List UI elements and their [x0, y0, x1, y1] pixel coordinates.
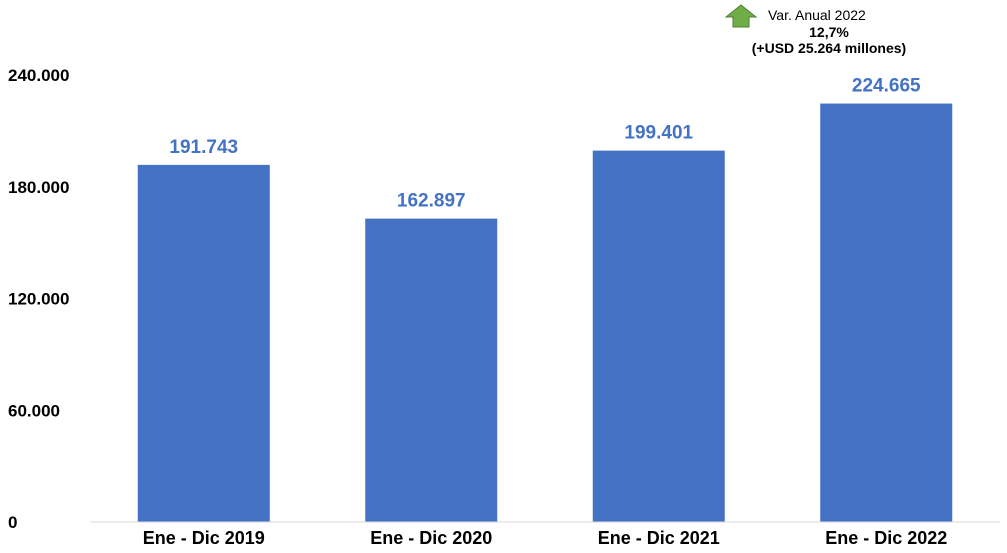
bar-value-label: 199.401: [624, 123, 693, 144]
annotation-title: Var. Anual 2022: [768, 7, 866, 23]
x-category-label: Ene - Dic 2021: [598, 528, 720, 548]
bar: [365, 218, 498, 522]
bar-value-label: 224.665: [852, 76, 921, 97]
bar: [592, 150, 725, 522]
bar-value-label: 162.897: [397, 191, 466, 212]
y-tick-label: 120.000: [8, 290, 69, 309]
bar: [820, 103, 953, 523]
x-category-label: Ene - Dic 2020: [370, 528, 492, 548]
x-category-label: Ene - Dic 2022: [825, 528, 947, 548]
annual-variation-annotation: Var. Anual 2022 12,7% (+USD 25.264 millo…: [724, 4, 906, 56]
x-category-label: Ene - Dic 2019: [143, 528, 265, 548]
y-tick-label: 0: [8, 513, 17, 532]
bar-value-label: 191.743: [169, 137, 238, 158]
y-tick-label: 180.000: [8, 178, 69, 197]
bars: [137, 103, 953, 523]
y-tick-label: 240.000: [8, 66, 69, 85]
bar: [137, 164, 270, 522]
annotation-amount: (+USD 25.264 millones): [752, 40, 906, 56]
up-arrow-icon: [724, 4, 758, 28]
annotation-percent: 12,7%: [809, 24, 849, 40]
x-axis: Ene - Dic 2019 Ene - Dic 2020 Ene - Dic 20…: [143, 528, 948, 548]
data-labels: 191.743 162.897 199.401 224.665: [169, 76, 921, 212]
y-tick-label: 60.000: [8, 401, 60, 420]
y-axis: 0 60.000 120.000 180.000 240.000: [8, 66, 69, 532]
